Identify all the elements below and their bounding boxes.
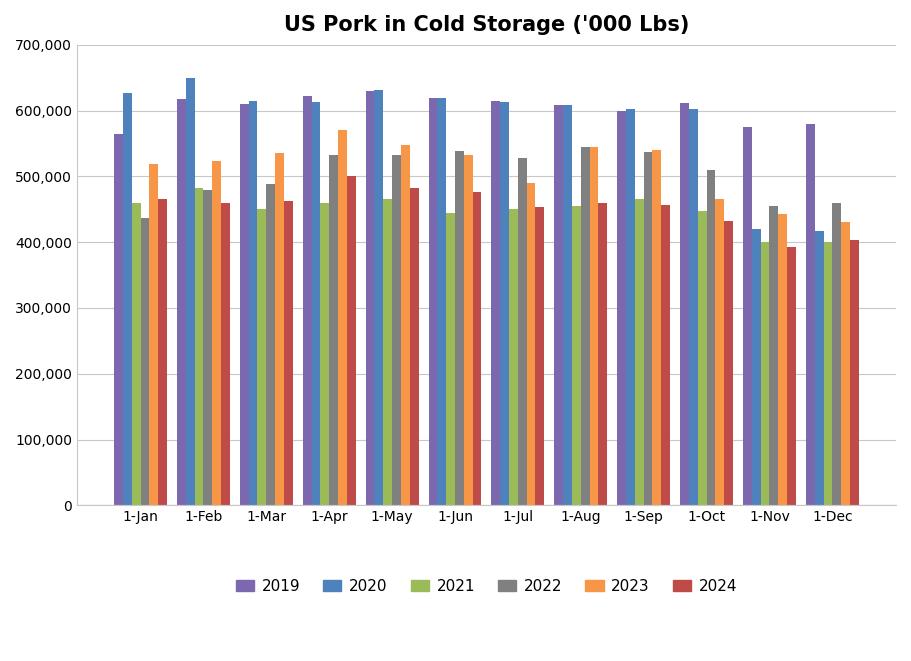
Bar bbox=[707, 170, 715, 505]
Bar bbox=[473, 192, 481, 505]
Bar bbox=[149, 164, 159, 505]
Bar bbox=[338, 130, 347, 505]
Bar bbox=[437, 98, 446, 505]
Bar bbox=[203, 190, 212, 505]
Bar bbox=[410, 188, 418, 505]
Bar bbox=[770, 206, 778, 505]
Bar bbox=[626, 108, 635, 505]
Bar bbox=[589, 147, 599, 505]
Bar bbox=[312, 102, 321, 505]
Bar bbox=[284, 201, 292, 505]
Bar bbox=[743, 127, 752, 505]
Bar bbox=[661, 206, 670, 505]
Bar bbox=[787, 247, 796, 505]
Bar bbox=[527, 183, 536, 505]
Bar bbox=[258, 210, 266, 505]
Bar bbox=[221, 203, 230, 505]
Bar bbox=[329, 155, 338, 505]
Bar bbox=[814, 231, 824, 505]
Bar bbox=[114, 134, 123, 505]
Bar bbox=[491, 101, 500, 505]
Bar bbox=[374, 91, 384, 505]
Bar bbox=[159, 200, 167, 505]
Bar bbox=[824, 242, 833, 505]
Bar bbox=[321, 203, 329, 505]
Bar bbox=[392, 155, 401, 505]
Bar bbox=[455, 151, 464, 505]
Bar bbox=[689, 108, 698, 505]
Bar bbox=[581, 147, 589, 505]
Bar bbox=[681, 102, 689, 505]
Bar bbox=[275, 153, 284, 505]
Bar bbox=[186, 79, 195, 505]
Bar bbox=[240, 104, 249, 505]
Bar bbox=[715, 200, 724, 505]
Bar bbox=[177, 99, 186, 505]
Bar bbox=[635, 200, 644, 505]
Bar bbox=[833, 203, 841, 505]
Bar bbox=[644, 152, 652, 505]
Bar bbox=[347, 176, 355, 505]
Bar bbox=[555, 105, 563, 505]
Bar bbox=[778, 214, 787, 505]
Bar bbox=[365, 91, 374, 505]
Bar bbox=[140, 218, 149, 505]
Title: US Pork in Cold Storage ('000 Lbs): US Pork in Cold Storage ('000 Lbs) bbox=[283, 15, 689, 35]
Bar bbox=[500, 102, 509, 505]
Bar bbox=[618, 110, 626, 505]
Legend: 2019, 2020, 2021, 2022, 2023, 2024: 2019, 2020, 2021, 2022, 2023, 2024 bbox=[230, 573, 743, 600]
Bar bbox=[401, 145, 410, 505]
Bar bbox=[563, 105, 572, 505]
Bar bbox=[509, 210, 517, 505]
Bar bbox=[806, 124, 814, 505]
Bar bbox=[572, 206, 581, 505]
Bar bbox=[446, 213, 455, 505]
Bar bbox=[384, 200, 392, 505]
Bar bbox=[752, 229, 761, 505]
Bar bbox=[517, 158, 527, 505]
Bar bbox=[652, 150, 661, 505]
Bar bbox=[599, 203, 608, 505]
Bar bbox=[195, 188, 203, 505]
Bar bbox=[302, 96, 312, 505]
Bar bbox=[212, 161, 221, 505]
Bar bbox=[724, 221, 733, 505]
Bar bbox=[850, 240, 859, 505]
Bar bbox=[123, 93, 132, 505]
Bar bbox=[132, 203, 140, 505]
Bar bbox=[698, 211, 707, 505]
Bar bbox=[536, 208, 544, 505]
Bar bbox=[249, 100, 258, 505]
Bar bbox=[761, 242, 770, 505]
Bar bbox=[266, 184, 275, 505]
Bar bbox=[428, 98, 437, 505]
Bar bbox=[841, 223, 850, 505]
Bar bbox=[464, 155, 473, 505]
